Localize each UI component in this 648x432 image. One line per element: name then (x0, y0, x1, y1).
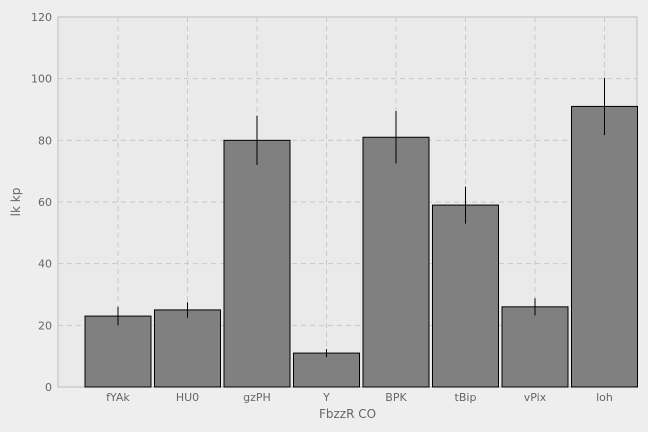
bar-vPix (501, 306, 569, 388)
bar-loh (571, 105, 638, 388)
y-tick-label-20: 20 (38, 319, 52, 332)
y-axis-ticks: 0 20 40 60 80 100 120 (31, 11, 52, 394)
y-tick-label-60: 60 (38, 196, 52, 209)
y-axis-label: lk kp (9, 188, 23, 217)
x-axis-label: FbzzR CO (319, 407, 376, 421)
x-tick-label-BPK: BPK (385, 391, 407, 404)
x-tick-label-Y: Y (322, 391, 330, 404)
bars (84, 105, 638, 388)
bar-Y (293, 352, 360, 388)
y-tick-label-120: 120 (31, 11, 52, 24)
x-tick-label-vPix: vPix (524, 391, 547, 404)
bar-tBip (432, 204, 499, 388)
x-tick-label-tBip: tBip (455, 391, 477, 404)
x-tick-label-loh: loh (596, 391, 613, 404)
x-tick-label-fYAk: fYAk (106, 391, 130, 404)
y-tick-label-0: 0 (45, 381, 52, 394)
bar-gzPH (223, 139, 291, 388)
x-tick-label-gzPH: gzPH (243, 391, 271, 404)
error-bars (117, 77, 605, 358)
bar-HU0 (154, 309, 221, 388)
x-axis-ticks: fYAk HU0 gzPH Y BPK tBip vPix loh (106, 391, 613, 404)
bar-fYAk (84, 315, 152, 388)
y-tick-label-40: 40 (38, 258, 52, 271)
y-tick-label-80: 80 (38, 134, 52, 147)
x-tick-label-HU0: HU0 (176, 391, 199, 404)
bar-BPK (362, 136, 430, 388)
y-tick-label-100: 100 (31, 73, 52, 86)
